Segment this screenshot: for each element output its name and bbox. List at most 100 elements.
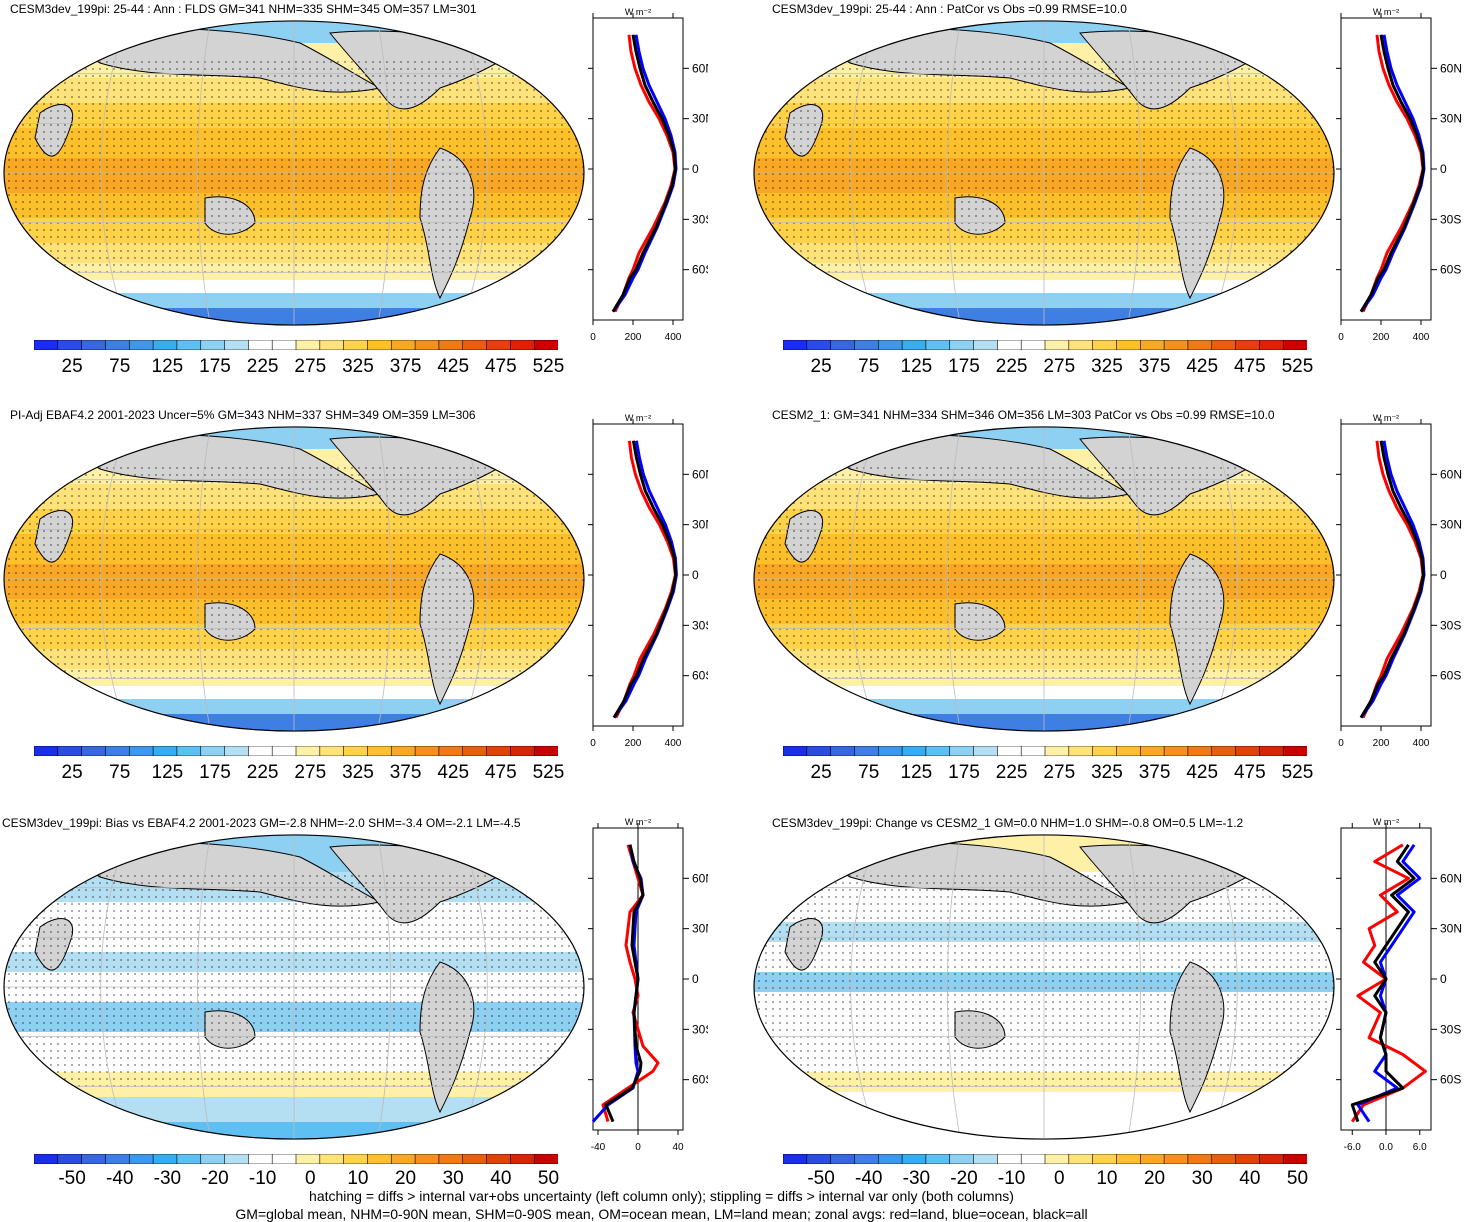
colorbar-swatch [200,1154,226,1164]
colorbar-tick-label: 0 [304,1168,316,1189]
colorbar-swatch [438,340,464,350]
colorbar-swatch [128,1154,154,1164]
colorbar-swatch [390,340,416,350]
colorbar-swatch [462,340,488,350]
colorbar-swatch [533,340,558,350]
zonal-ytick-label: 0 [692,972,699,986]
colorbar-tick-label: 30 [1191,1168,1213,1189]
colorbar-tick-label: 25 [810,762,832,783]
colorbar-labels-4: 25 75 125 175 225 275 325 375 425 475 525 [783,762,1314,786]
colorbar-swatch [877,340,903,350]
colorbar-swatch [783,340,808,350]
colorbar-swatch [1235,1154,1260,1164]
zonal-series-ocean [1356,843,1422,1123]
graticule-lon [460,426,488,732]
footer-line-2: GM=global mean, NHM=0-90N mean, SHM=0-90… [235,1206,1088,1222]
colorbar-tick-label: 275 [1043,762,1076,783]
colorbar-tick-label: 375 [389,356,422,377]
colorbar-swatch [152,1154,178,1164]
zonal-xtick-label: 6.0 [1413,1142,1427,1153]
zonal-xtick-label: 0 [1338,332,1344,343]
colorbar-swatch [925,340,951,350]
colorbar-swatch [367,746,392,756]
colorbar-swatch [34,746,59,756]
colorbar-swatch [390,746,416,756]
zonal-ytick-label: 0 [1440,972,1447,986]
colorbar-swatch [248,746,273,756]
graticule-lon [850,834,878,1140]
colorbar-labels-5: -50 -40 -30 -20 -10 0 10 20 30 40 50 [34,1168,559,1192]
colorbar-swatch [806,746,832,756]
colorbar-tick-label: -40 [106,1168,134,1189]
colorbar-swatch [783,1154,808,1164]
colorbar-labels-1: 25 75 125 175 225 275 325 375 425 475 525 [34,356,565,380]
colorbar-tick-label: 125 [900,356,933,377]
colorbar-swatch [486,1154,511,1164]
colorbar-swatch [224,340,249,350]
colorbar-swatch [295,1154,321,1164]
colorbar-swatch [783,746,808,756]
colorbar-swatch [1092,1154,1118,1164]
zonal-ytick-label: 30N [1440,518,1462,532]
colorbar-tick-label: 25 [61,762,83,783]
graticule-lon [460,20,488,326]
zonal-series-all [1350,843,1416,1123]
colorbar-swatch [57,746,83,756]
zonal-series-all [611,34,677,313]
graticule-lon [376,426,392,732]
colorbar-swatch [1044,746,1070,756]
colorbar-tick-label: 175 [948,356,980,377]
zonal-series-ocean [612,440,678,719]
colorbar-swatch [200,340,226,350]
colorbar-swatch [1020,746,1046,756]
colorbar-swatch [414,1154,440,1164]
colorbar-swatch [319,1154,345,1164]
colorbar-tick-label: -30 [902,1168,931,1189]
zonal-xtick-label: 0.0 [1379,1142,1393,1153]
colorbar-tick-label: 225 [995,356,1028,377]
zonal-plot-5: W m⁻² 60N 30N 0 30S 60S -40 0 40 [588,817,708,1153]
colorbar-tick-label: -50 [807,1168,835,1189]
colorbar-tick-label: 40 [1239,1168,1261,1189]
colorbar-tick-label: 125 [151,356,184,377]
colorbar-swatch [1235,746,1260,756]
colorbar-tick-label: 475 [1233,762,1266,783]
zonal-ytick-label: 30S [692,618,708,632]
colorbar-tick-label: 225 [246,356,279,377]
colorbar-swatch [830,1154,856,1164]
colorbar-swatch [1020,340,1046,350]
zonal-plot-6: W m⁻² 60N 30N 0 30S 60S -6.0 0.0 6.0 [1336,817,1462,1153]
zonal-ytick-label: 30S [1440,618,1461,632]
colorbar-tick-label: -20 [950,1168,978,1189]
zonal-ytick-label: 30S [1440,1022,1461,1036]
colorbar-swatch [901,746,927,756]
colorbar-swatch [1163,1154,1189,1164]
graticule-lon [850,20,878,326]
colorbar-tick-label: 425 [437,762,470,783]
colorbar-swatch [128,340,154,350]
colorbar-swatch [1139,1154,1165,1164]
colorbar-tick-label: 375 [389,762,422,783]
colorbar-tick-label: -50 [58,1168,86,1189]
colorbar-swatch [997,1154,1022,1164]
colorbar-tick-label: 10 [347,1168,369,1189]
colorbar-swatch [1211,746,1237,756]
graticule-lon [1126,426,1142,732]
zonal-series-ocean [611,34,678,313]
zonal-ytick-label: 60N [692,467,708,481]
colorbar-swatch [949,1154,975,1164]
graticule-lon [196,426,212,732]
zonal-ytick-label: 0 [692,162,699,176]
zonal-units: W m⁻² [1373,817,1399,827]
colorbar-tick-label: 425 [1186,356,1219,377]
colorbar-labels-6: -50 -40 -30 -20 -10 0 10 20 30 40 50 [783,1168,1308,1192]
colorbar-tick-label: 75 [109,356,131,377]
colorbar-tick-label: 25 [810,356,832,377]
zonal-ytick-label: 60S [1440,669,1461,683]
map-outline [753,20,1335,326]
colorbar-tick-label: 75 [109,762,131,783]
colorbar-swatch [319,340,345,350]
panel-title-1: CESM3dev_199pi: 25-44 : Ann : FLDS GM=34… [10,2,477,16]
colorbar-tick-label: 175 [199,762,231,783]
graticule-lon [1210,834,1238,1140]
